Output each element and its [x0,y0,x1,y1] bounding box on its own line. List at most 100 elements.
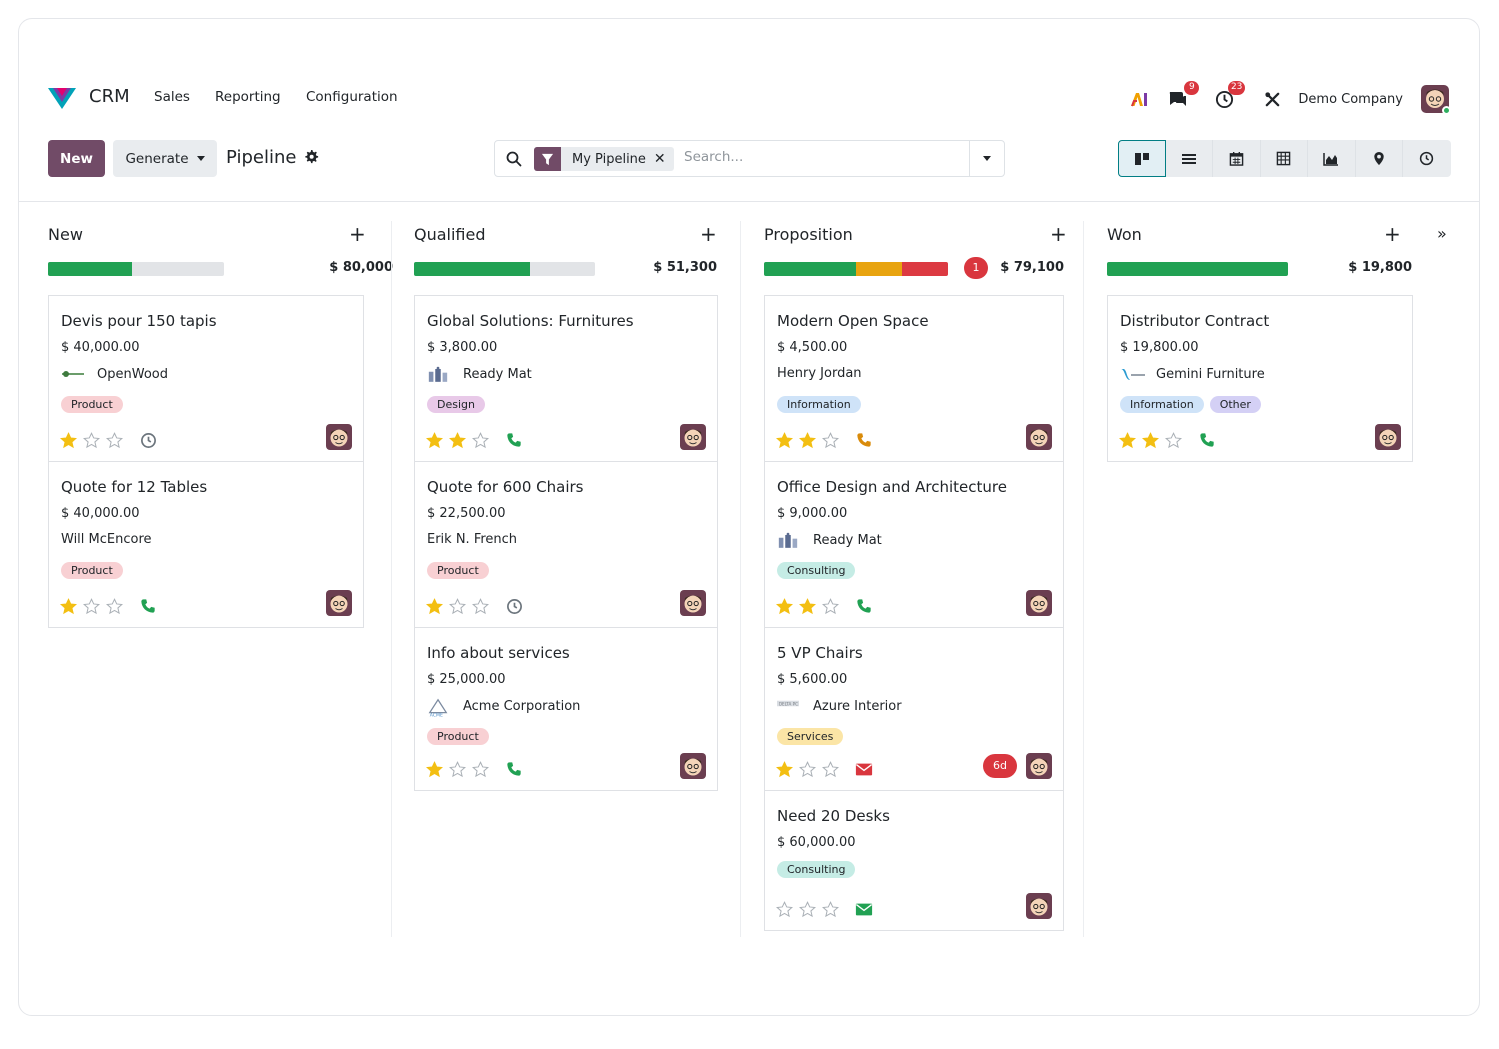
star-empty-icon[interactable] [448,760,467,778]
star-empty-icon[interactable] [798,760,817,778]
crm-logo-icon[interactable] [47,85,77,111]
star-filled-icon[interactable] [425,431,444,449]
list-view-button[interactable] [1165,140,1213,177]
phone-icon[interactable] [505,431,523,449]
phone-icon[interactable] [1198,431,1216,449]
star-filled-icon[interactable] [775,760,794,778]
star-empty-icon[interactable] [821,597,840,615]
overdue-badge[interactable]: 6d [983,754,1017,778]
star-empty-icon[interactable] [1164,431,1183,449]
star-empty-icon[interactable] [821,760,840,778]
star-filled-icon[interactable] [798,597,817,615]
kanban-card[interactable]: Info about services $ 25,000.00 ACME Acme C… [414,628,718,791]
salesperson-avatar[interactable] [1026,590,1052,616]
salesperson-avatar[interactable] [326,424,352,450]
star-filled-icon[interactable] [59,431,78,449]
graph-view-button[interactable] [1308,140,1356,177]
remove-facet-close-icon[interactable]: ✕ [653,151,666,167]
progress-segment-green[interactable] [414,262,530,276]
star-empty-icon[interactable] [448,597,467,615]
column-count-badge[interactable]: 1 [964,257,988,279]
star-filled-icon[interactable] [1141,431,1160,449]
envelope-red-icon[interactable] [855,760,873,778]
activity-view-button[interactable] [1403,140,1451,177]
salesperson-avatar[interactable] [1026,893,1052,919]
menu-sales[interactable]: Sales [154,89,190,105]
kanban-card[interactable]: Global Solutions: Furnitures $ 3,800.00 Re… [414,295,718,462]
star-empty-icon[interactable] [821,431,840,449]
salesperson-avatar[interactable] [680,753,706,779]
star-empty-icon[interactable] [821,900,840,918]
menu-configuration[interactable]: Configuration [306,89,398,105]
column-progress-bar[interactable] [48,262,224,276]
app-brand[interactable]: CRM [89,86,130,107]
progress-segment-red[interactable] [902,262,948,276]
activities-clock-icon[interactable]: 23 [1212,81,1246,111]
gear-icon[interactable] [305,150,319,164]
map-view-button[interactable] [1355,140,1403,177]
star-filled-icon[interactable] [425,760,444,778]
search-input[interactable] [684,149,964,165]
star-empty-icon[interactable] [471,431,490,449]
star-empty-icon[interactable] [471,760,490,778]
generate-button[interactable]: Generate [113,140,217,177]
kanban-card[interactable]: Quote for 600 Chairs $ 22,500.00 Erik N. F… [414,462,718,628]
star-filled-icon[interactable] [59,597,78,615]
kanban-card[interactable]: Need 20 Desks $ 60,000.00 Consulting [764,791,1064,931]
star-empty-icon[interactable] [82,431,101,449]
kanban-card[interactable]: Modern Open Space $ 4,500.00 Henry Jordan I… [764,295,1064,462]
star-empty-icon[interactable] [82,597,101,615]
new-button[interactable]: New [48,140,105,177]
column-progress-bar[interactable] [414,262,595,276]
kanban-card[interactable]: Devis pour 150 tapis $ 40,000.00 OpenWood P… [48,295,364,462]
progress-segment-orange[interactable] [856,262,902,276]
phone-icon[interactable] [855,597,873,615]
star-empty-icon[interactable] [105,431,124,449]
star-filled-icon[interactable] [448,431,467,449]
phone-orange-icon[interactable] [855,431,873,449]
user-avatar[interactable] [1421,85,1451,115]
kanban-card[interactable]: Distributor Contract $ 19,800.00 Gemini Fu… [1107,295,1413,462]
salesperson-avatar[interactable] [1026,753,1052,779]
kanban-card[interactable]: Quote for 12 Tables $ 40,000.00 Will McEnc… [48,462,364,628]
salesperson-avatar[interactable] [1375,424,1401,450]
calendar-view-button[interactable] [1213,140,1261,177]
phone-icon[interactable] [505,760,523,778]
kanban-card[interactable]: Office Design and Architecture $ 9,000.00… [764,462,1064,628]
column-progress-bar[interactable] [764,262,948,276]
fold-columns-icon[interactable]: » [1437,224,1447,243]
star-filled-icon[interactable] [775,597,794,615]
clock-icon[interactable] [139,431,157,449]
messages-icon[interactable]: 9 [1166,81,1200,111]
company-switcher[interactable]: Demo Company [1298,91,1403,107]
progress-segment-green[interactable] [764,262,856,276]
salesperson-avatar[interactable] [680,424,706,450]
add-card-plus-icon[interactable]: + [1050,222,1067,246]
column-progress-bar[interactable] [1107,262,1288,276]
search-options-toggle[interactable] [969,141,1004,176]
search-icon[interactable] [506,151,522,167]
kanban-card[interactable]: 5 VP Chairs $ 5,600.00 DELTA PC Azure Inter… [764,628,1064,791]
tools-icon[interactable] [1260,87,1284,111]
star-filled-icon[interactable] [775,431,794,449]
menu-reporting[interactable]: Reporting [215,89,281,105]
star-filled-icon[interactable] [1118,431,1137,449]
star-empty-icon[interactable] [471,597,490,615]
pivot-view-button[interactable] [1260,140,1308,177]
add-card-plus-icon[interactable]: + [700,222,717,246]
kanban-view-button[interactable] [1118,140,1166,177]
add-card-plus-icon[interactable]: + [1384,222,1401,246]
add-card-plus-icon[interactable]: + [349,222,366,246]
star-filled-icon[interactable] [425,597,444,615]
star-empty-icon[interactable] [105,597,124,615]
envelope-green-icon[interactable] [855,900,873,918]
star-empty-icon[interactable] [798,900,817,918]
progress-segment-green[interactable] [1107,262,1288,276]
salesperson-avatar[interactable] [1026,424,1052,450]
star-empty-icon[interactable] [775,900,794,918]
progress-segment-green[interactable] [48,262,133,276]
ai-icon[interactable] [1128,87,1152,111]
phone-icon[interactable] [139,597,157,615]
clock-icon[interactable] [505,597,523,615]
salesperson-avatar[interactable] [680,590,706,616]
